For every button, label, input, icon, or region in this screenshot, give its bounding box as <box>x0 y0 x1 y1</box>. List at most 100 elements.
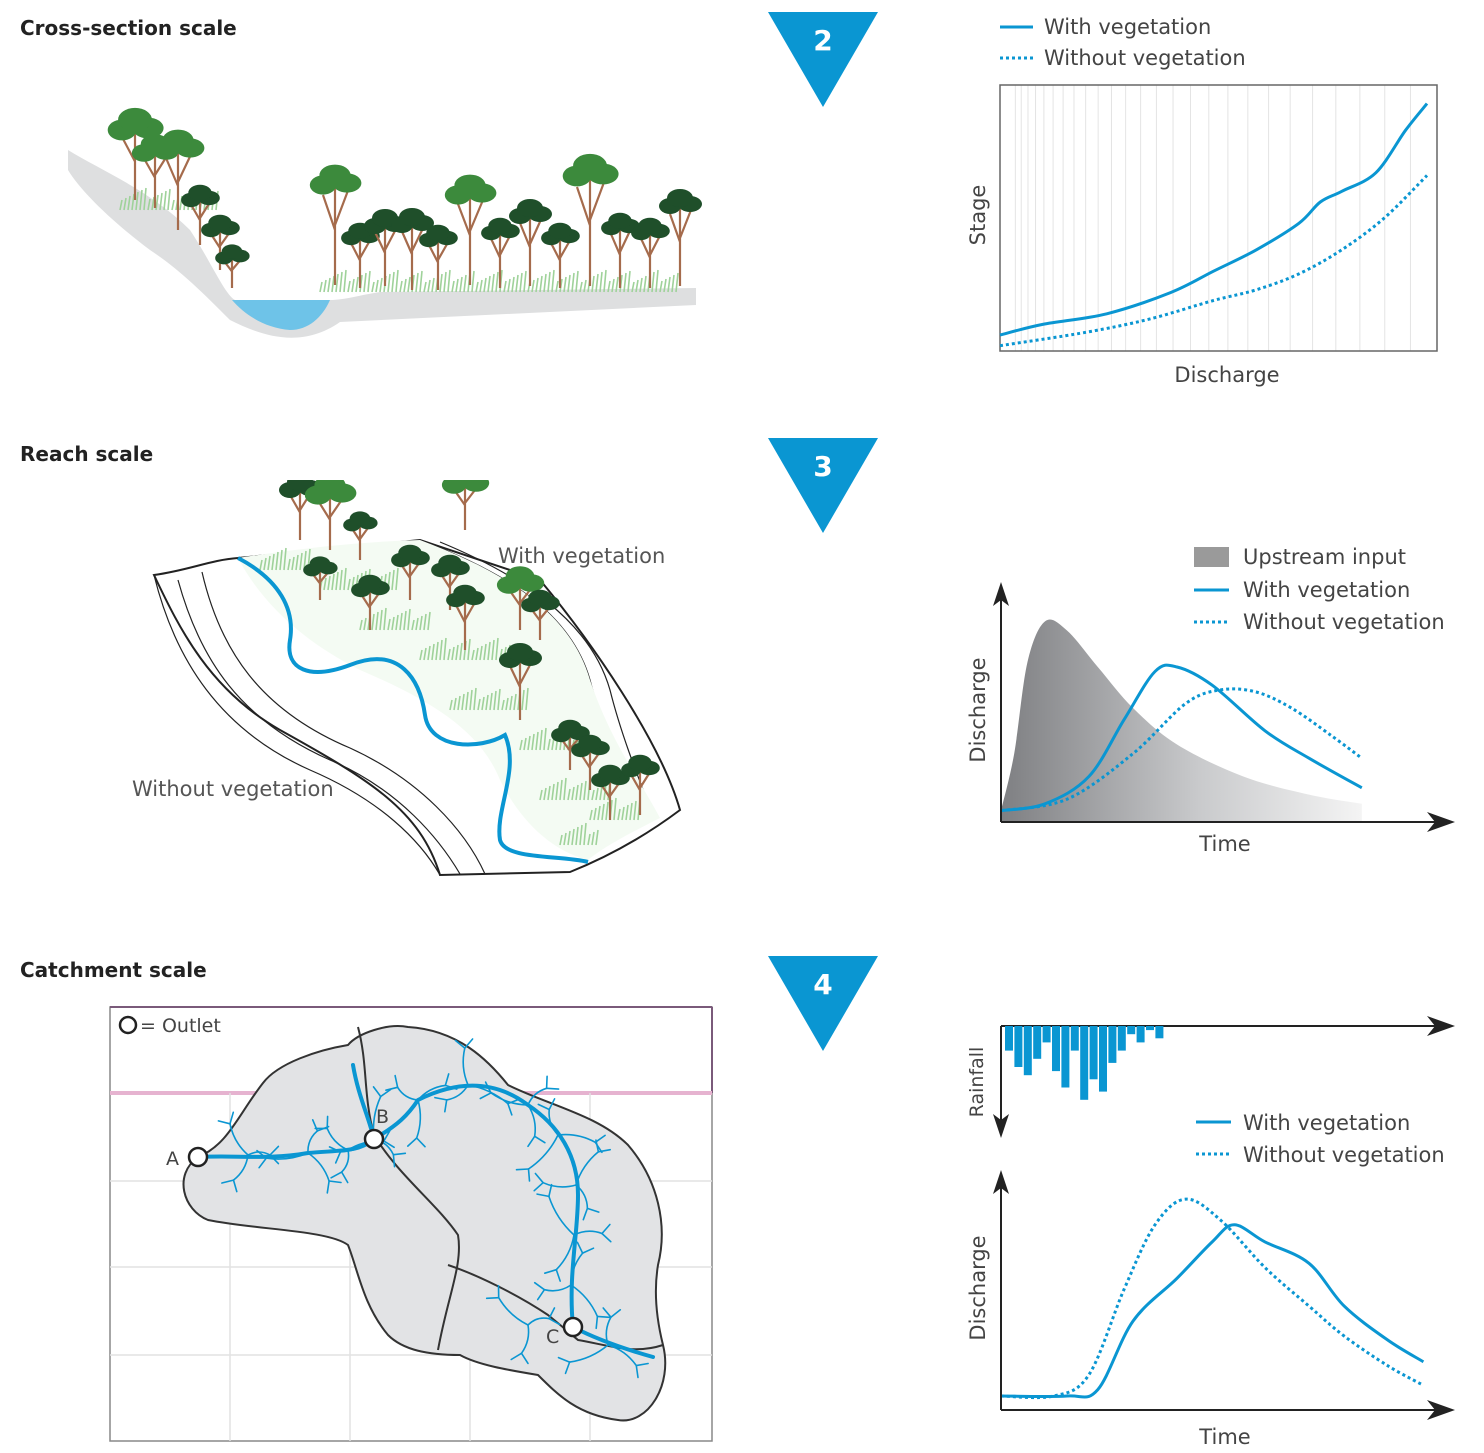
y-axis-label: Stage <box>966 185 990 246</box>
tributary-stream <box>527 1168 531 1182</box>
tributary-stream <box>417 1084 447 1101</box>
tributary-stream <box>396 1086 419 1101</box>
tributary-stream <box>527 1087 548 1106</box>
tributary-stream <box>232 1179 238 1193</box>
tributary-stream <box>479 1092 492 1100</box>
tributary-stream <box>510 1352 523 1361</box>
tributary-stream <box>557 1356 571 1363</box>
rain-x-arrow-head-icon <box>1427 1016 1455 1036</box>
tributary-stream <box>392 1152 407 1156</box>
tributary-stream <box>527 1104 537 1138</box>
step-2-badge: 2 <box>768 12 878 107</box>
tree-icon <box>152 129 205 230</box>
tributary-stream <box>445 1084 469 1101</box>
x-axis-label: Time <box>1198 832 1250 856</box>
panel3-legend: With vegetation Without vegetation <box>1196 1111 1445 1167</box>
tributary-stream <box>307 1130 319 1154</box>
tributary-stream <box>328 1180 342 1184</box>
panel2-legend: Upstream input With vegetation Without v… <box>1194 545 1445 634</box>
tributary-stream <box>221 1179 235 1184</box>
legend-without-label: Without vegetation <box>1243 610 1445 634</box>
tree-icon <box>499 643 542 720</box>
tributary-stream <box>533 1181 544 1192</box>
tributary-stream <box>464 1038 474 1049</box>
tree-icon <box>591 764 630 820</box>
tree-icon <box>107 107 164 200</box>
tributary-stream <box>444 1073 450 1087</box>
tree-icon <box>621 754 660 815</box>
tributary-stream <box>444 1084 458 1090</box>
tributary-stream <box>570 1284 599 1318</box>
tributary-stream <box>330 1171 343 1179</box>
tree-icon <box>303 556 338 600</box>
series-with-vegetation <box>1000 1223 1425 1399</box>
y-arrow-head-icon <box>993 1170 1009 1194</box>
panel2-heading: Reach scale <box>20 442 154 466</box>
tributary-stream <box>548 1317 561 1326</box>
tributary-stream <box>605 1316 612 1346</box>
tributary-stream <box>229 1111 235 1125</box>
tributary-stream <box>542 1181 577 1188</box>
tree-icon <box>201 214 240 270</box>
tributary-stream <box>415 1099 422 1139</box>
catchment-map: A B C = Outlet <box>109 1006 713 1442</box>
tree-icon <box>659 189 702 286</box>
tree-icon <box>279 480 322 540</box>
panel1-legend: With vegetation Without vegetation <box>1000 15 1246 70</box>
series-with-vegetation <box>999 102 1429 337</box>
tributary-stream <box>383 1140 395 1149</box>
rainfall-bar <box>1136 1026 1145 1043</box>
tributary-stream <box>385 1086 399 1091</box>
tree-icon <box>391 208 434 290</box>
rainfall-bar <box>1080 1026 1089 1100</box>
label-without-vegetation: Without vegetation <box>132 777 334 801</box>
rainfall-bar <box>1117 1026 1126 1051</box>
rainfall-bar <box>1127 1026 1136 1035</box>
tributary-stream <box>256 1149 268 1159</box>
tributary-stream <box>258 1157 268 1169</box>
tree-icon <box>481 217 520 288</box>
tributary-stream <box>573 1230 603 1236</box>
rainfall-bar <box>1052 1026 1060 1072</box>
rainfall-bar <box>1061 1026 1070 1088</box>
tree-icon <box>181 184 220 245</box>
panel3-heading: Catchment scale <box>20 958 207 982</box>
tributary-stream <box>564 1361 571 1375</box>
legend-upstream-label: Upstream input <box>1243 545 1406 569</box>
tributary-stream <box>394 1074 399 1089</box>
tributary-stream <box>520 1324 530 1355</box>
main-stream <box>372 1083 581 1329</box>
rainfall-bar <box>1005 1026 1013 1051</box>
legend-with-label: With vegetation <box>1243 1111 1410 1135</box>
step-number: 4 <box>813 968 833 1001</box>
tributary-stream <box>520 1352 529 1365</box>
step-triangle-icon <box>768 956 878 1051</box>
tree-icon <box>496 566 545 630</box>
tributary-stream <box>555 1268 561 1282</box>
cross-section-illustration <box>68 107 702 338</box>
tributary-stream <box>372 1086 382 1098</box>
tree-icon <box>571 734 610 790</box>
outlet-A-label: A <box>166 1148 179 1170</box>
tributary-stream <box>533 1135 546 1144</box>
tributary-stream <box>581 1247 595 1254</box>
tributary-stream <box>415 1137 426 1148</box>
legend-with-label: With vegetation <box>1243 578 1410 602</box>
rainfall-bar <box>1033 1026 1042 1059</box>
y-arrow-head-icon <box>993 582 1009 606</box>
rainfall-chart: Rainfall <box>966 1016 1455 1138</box>
tributary-stream <box>597 1148 611 1153</box>
step-triangle-icon <box>768 12 878 107</box>
tributary-stream <box>527 1134 559 1170</box>
tributary-stream <box>497 1296 529 1326</box>
tributary-stream <box>545 1075 548 1090</box>
rainfall-bar <box>1099 1026 1107 1092</box>
tributary-stream <box>557 1133 597 1144</box>
tributary-stream <box>576 1241 584 1254</box>
tributary-stream <box>575 1184 589 1210</box>
tree-icon <box>631 217 670 288</box>
tributary-stream <box>610 1309 622 1318</box>
tributary-stream <box>537 1103 550 1111</box>
tributary-stream <box>596 1315 611 1319</box>
tree-icon <box>419 224 458 290</box>
